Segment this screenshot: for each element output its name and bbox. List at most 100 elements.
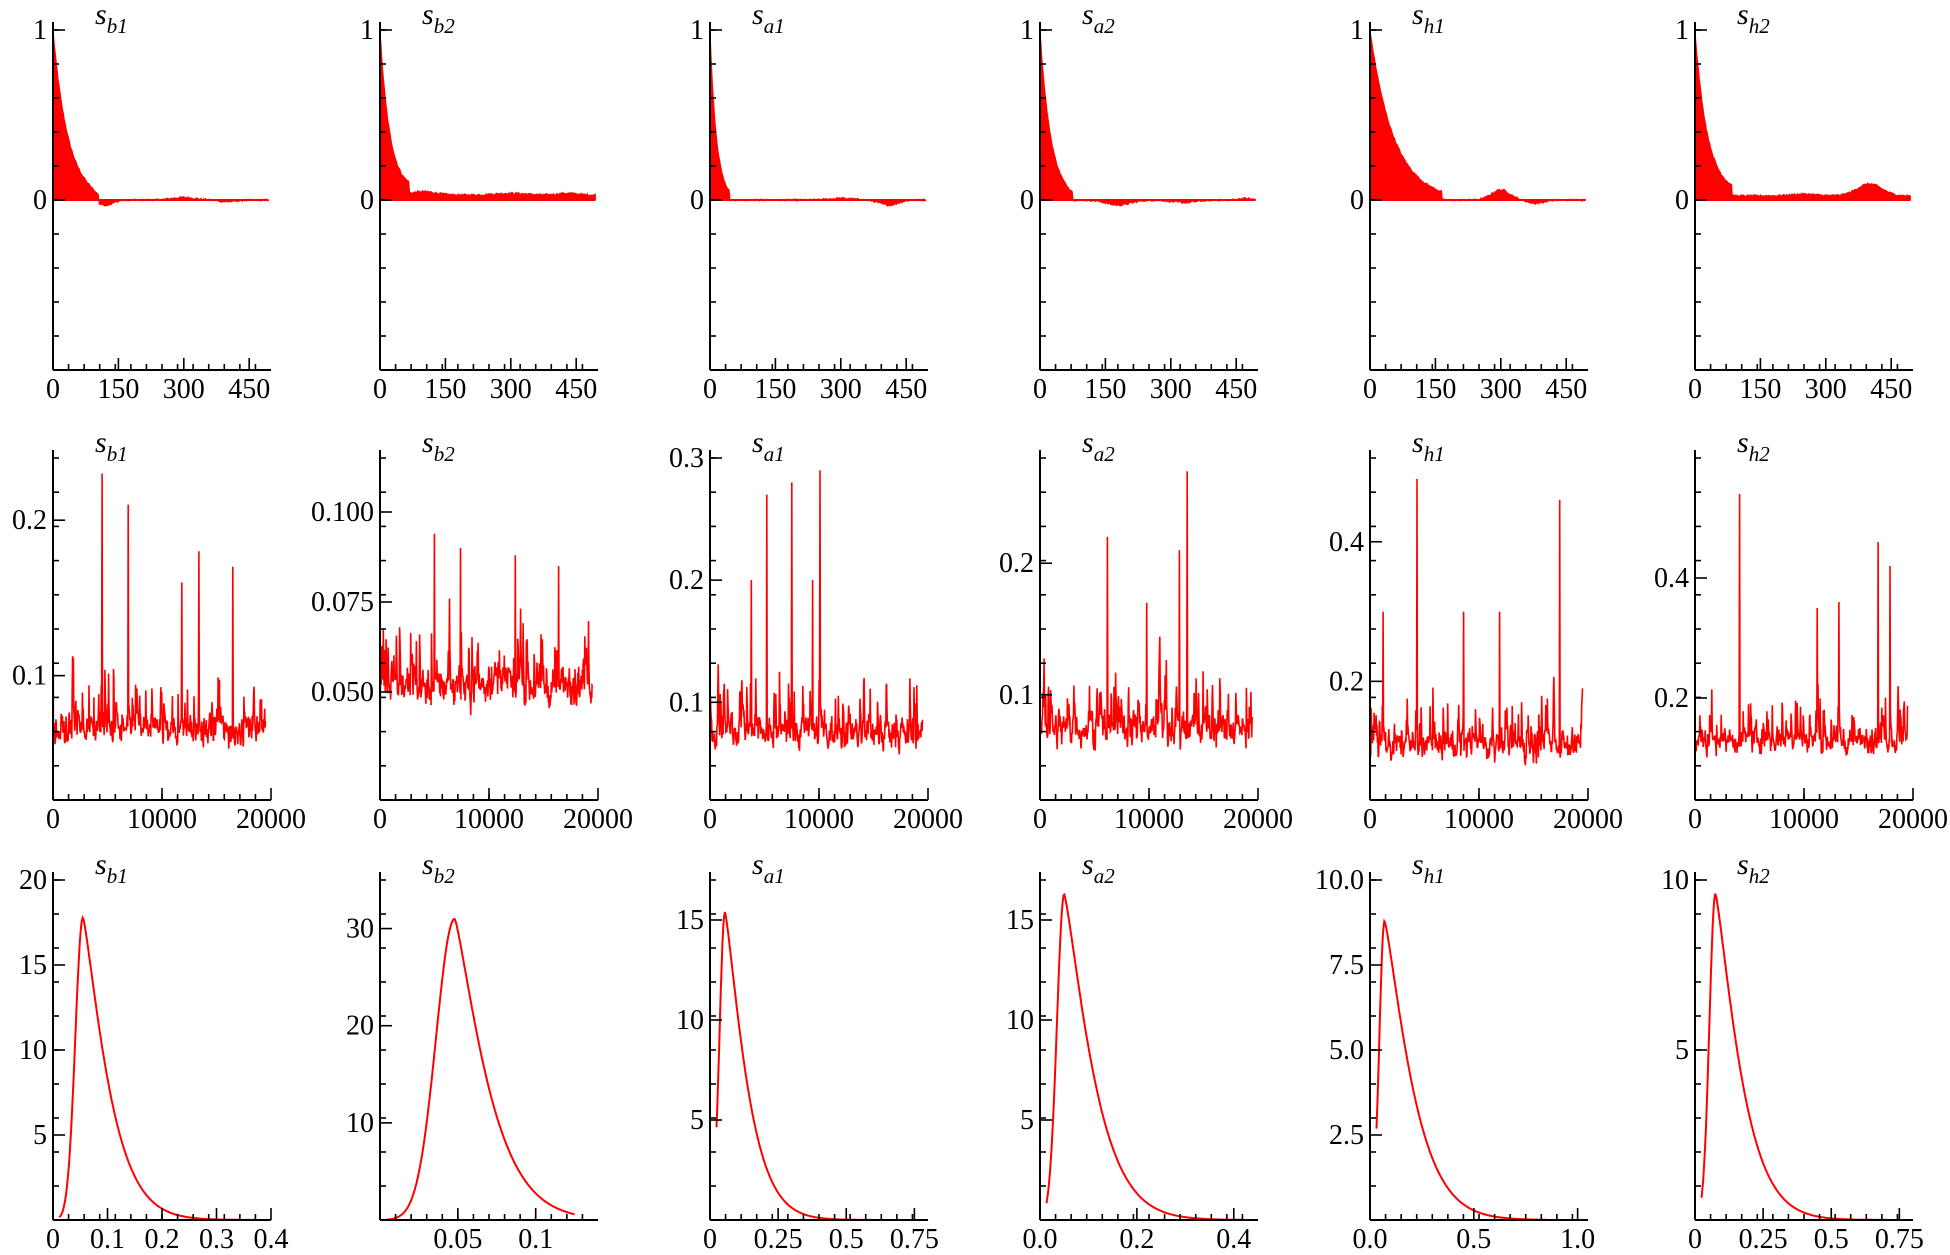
panel-trace-h1-xtick-label: 10000 xyxy=(1444,804,1514,835)
panel-density-b1-xtick-label: 0.4 xyxy=(254,1224,289,1255)
panel-trace-h1-ytick-label: 0.4 xyxy=(1329,527,1364,558)
panel-trace-a1-xtick-label: 20000 xyxy=(893,804,963,835)
panel-autocorrelation-b2-xtick-label: 300 xyxy=(490,374,532,405)
panel-autocorrelation-b1: 1 0 0 150 300 450 sb1 xyxy=(33,0,271,405)
panel-trace-a1-trace-line xyxy=(709,470,924,755)
panel-autocorrelation-h2-acf-area xyxy=(1694,29,1911,201)
panel-density-h2-ytick-label: 10 xyxy=(1661,865,1689,896)
panel-density-a1-xtick-label: 0 xyxy=(703,1224,717,1255)
panel-density-b1-ytick-label: 10 xyxy=(19,1035,47,1066)
panel-autocorrelation-h2-xtick-label: 300 xyxy=(1805,374,1847,405)
panel-density-b1-xtick-label: 0.2 xyxy=(145,1224,180,1255)
panel-autocorrelation-h1-ytick-label: 0 xyxy=(1350,185,1364,216)
panel-autocorrelation-a2-acf-area xyxy=(1039,29,1256,207)
panel-autocorrelation-a2-xtick-label: 0 xyxy=(1033,374,1047,405)
panel-autocorrelation-b1-xtick-label: 0 xyxy=(46,374,60,405)
panel-density-b1-xtick-label: 0.1 xyxy=(90,1224,125,1255)
panel-autocorrelation-b2-ytick-label: 1 xyxy=(360,15,374,46)
panel-density-a2-title: sa2 xyxy=(1082,848,1115,888)
panel-density-b2-title: sb2 xyxy=(422,848,455,888)
panel-autocorrelation-a2-title: sa2 xyxy=(1082,0,1115,38)
panel-autocorrelation-b2-ytick-label: 0 xyxy=(360,185,374,216)
panel-trace-a2-title: sa2 xyxy=(1082,426,1115,466)
panel-autocorrelation-a1-xtick-label: 300 xyxy=(820,374,862,405)
panel-autocorrelation-b1-ytick-label: 1 xyxy=(33,15,47,46)
panel-density-b1-density-curve xyxy=(58,914,271,1221)
panel-autocorrelation-b2-xtick-label: 450 xyxy=(555,374,597,405)
panel-trace-h2-title: sh2 xyxy=(1737,426,1770,466)
panel-trace-b1-trace-line xyxy=(52,473,267,749)
panel-trace-h1-trace-line xyxy=(1369,478,1584,766)
panel-density-a1-xtick-label: 0.75 xyxy=(890,1224,939,1255)
panel-density-a1: 15 10 5 0 0.25 0.5 0.75 sa1 xyxy=(676,848,939,1255)
panel-density-h2-ytick-label: 5 xyxy=(1675,1035,1689,1066)
panel-trace-b1: 0.2 0.1 0 10000 20000 sb1 xyxy=(12,426,306,835)
panel-trace-b2: 0.100 0.075 0.050 0 10000 20000 sb2 xyxy=(311,426,633,835)
panel-trace-h1-ytick-label: 0.2 xyxy=(1329,666,1364,697)
panel-autocorrelation-b1-xtick-label: 450 xyxy=(228,374,270,405)
panel-trace-b2-ytick-label: 0.050 xyxy=(311,677,374,708)
panel-trace-h2-xtick-label: 0 xyxy=(1688,804,1702,835)
panel-trace-a1-xtick-label: 0 xyxy=(703,804,717,835)
panel-trace-b2-title: sb2 xyxy=(422,426,455,466)
panel-autocorrelation-a1: 1 0 0 150 300 450 sa1 xyxy=(690,0,928,405)
panel-autocorrelation-h2-ytick-label: 1 xyxy=(1675,15,1689,46)
panel-autocorrelation-h2-xtick-label: 150 xyxy=(1739,374,1781,405)
panel-autocorrelation-h1-xtick-label: 150 xyxy=(1414,374,1456,405)
panel-trace-a1-ytick-label: 0.2 xyxy=(669,565,704,596)
panel-trace-b2-ytick-label: 0.075 xyxy=(311,587,374,618)
panel-autocorrelation-a1-ytick-label: 0 xyxy=(690,185,704,216)
panel-density-a1-xtick-label: 0.25 xyxy=(754,1224,803,1255)
panel-trace-b1-xtick-label: 10000 xyxy=(127,804,197,835)
panel-autocorrelation-h1-xtick-label: 300 xyxy=(1480,374,1522,405)
panel-autocorrelation-h2: 1 0 0 150 300 450 sh2 xyxy=(1675,0,1913,405)
panel-density-b2-xtick-label: 0.1 xyxy=(518,1224,553,1255)
panel-trace-a2-xtick-label: 20000 xyxy=(1223,804,1293,835)
panel-trace-a2: 0.2 0.1 0 10000 20000 sa2 xyxy=(999,426,1293,835)
panel-density-b1: 20 15 10 5 0 0.1 0.2 0.3 0.4 sb1 xyxy=(19,848,289,1255)
panel-trace-a1-xtick-label: 10000 xyxy=(784,804,854,835)
panel-autocorrelation-a1-acf-area xyxy=(709,29,926,207)
panel-density-b1-ytick-label: 15 xyxy=(19,950,47,981)
panel-autocorrelation-b2-xtick-label: 0 xyxy=(373,374,387,405)
panel-density-h2-title: sh2 xyxy=(1737,848,1770,888)
panel-trace-h1-title: sh1 xyxy=(1412,426,1445,466)
panel-trace-a1: 0.3 0.2 0.1 0 10000 20000 sa1 xyxy=(669,426,963,835)
panel-trace-h2-trace-line xyxy=(1694,493,1909,758)
panel-autocorrelation-a2-xtick-label: 300 xyxy=(1150,374,1192,405)
panel-density-h2-xtick-label: 0.75 xyxy=(1875,1224,1924,1255)
panel-autocorrelation-a2: 1 0 0 150 300 450 sa2 xyxy=(1020,0,1258,405)
panel-autocorrelation-h2-title: sh2 xyxy=(1737,0,1770,38)
panel-trace-b2-ytick-label: 0.100 xyxy=(311,497,374,528)
panel-trace-h2-ytick-label: 0.2 xyxy=(1654,683,1689,714)
panel-density-a1-xtick-label: 0.5 xyxy=(829,1224,864,1255)
panel-autocorrelation-a2-ytick-label: 0 xyxy=(1020,185,1034,216)
panel-autocorrelation-a1-ytick-label: 1 xyxy=(690,15,704,46)
panel-autocorrelation-b1-xtick-label: 150 xyxy=(97,374,139,405)
panel-density-h1-xtick-label: 0.0 xyxy=(1353,1224,1388,1255)
panel-density-a2: 15 10 5 0.0 0.2 0.4 sa2 xyxy=(1006,848,1258,1255)
panel-density-h1-ytick-label: 10.0 xyxy=(1315,865,1364,896)
panel-trace-h2-xtick-label: 10000 xyxy=(1769,804,1839,835)
panel-density-a2-ytick-label: 10 xyxy=(1006,1005,1034,1036)
panel-density-b1-title: sb1 xyxy=(95,848,128,888)
panel-density-b1-ytick-label: 5 xyxy=(33,1120,47,1151)
panel-trace-b2-xtick-label: 10000 xyxy=(454,804,524,835)
panel-trace-a2-ytick-label: 0.1 xyxy=(999,680,1034,711)
panel-density-a2-ytick-label: 5 xyxy=(1020,1105,1034,1136)
panel-density-a2-xtick-label: 0.2 xyxy=(1119,1224,1154,1255)
panel-autocorrelation-b1-title: sb1 xyxy=(95,0,128,38)
panel-trace-a1-title: sa1 xyxy=(752,426,785,466)
panel-density-a1-ytick-label: 5 xyxy=(690,1105,704,1136)
panel-density-h2-density-curve xyxy=(1700,893,1892,1221)
panel-trace-b1-ytick-label: 0.2 xyxy=(12,505,47,536)
panel-density-b2-xtick-label: 0.05 xyxy=(433,1224,482,1255)
panel-autocorrelation-b2-xtick-label: 150 xyxy=(424,374,466,405)
panel-trace-b2-trace-line xyxy=(379,533,594,793)
panel-density-h2: 10 5 0 0.25 0.5 0.75 sh2 xyxy=(1661,848,1924,1255)
panel-autocorrelation-h1-xtick-label: 450 xyxy=(1545,374,1587,405)
panel-autocorrelation-h1: 1 0 0 150 300 450 sh1 xyxy=(1350,0,1588,405)
panel-autocorrelation-a2-xtick-label: 150 xyxy=(1084,374,1126,405)
